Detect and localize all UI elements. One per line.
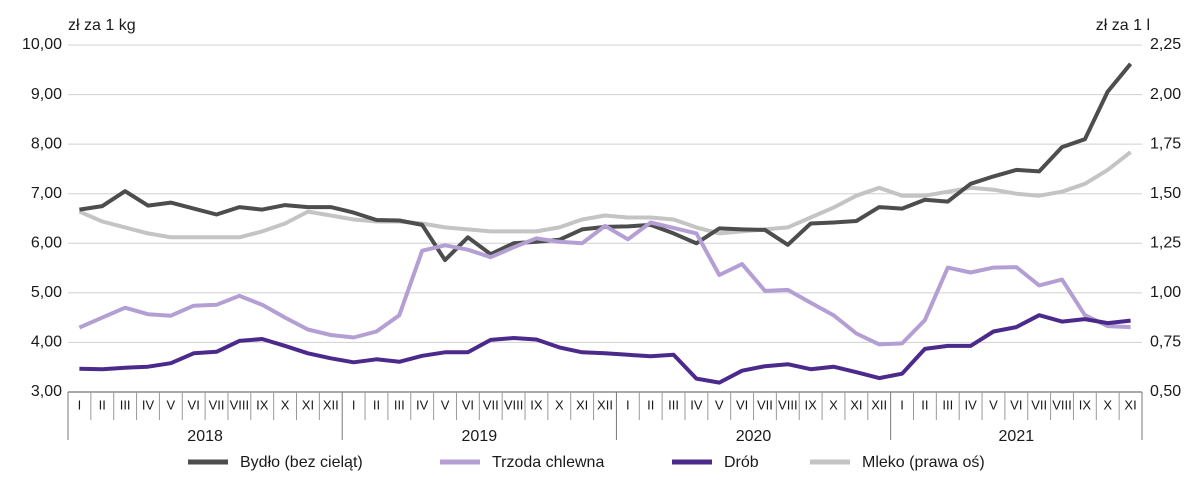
x-tick-label: XI [1124,397,1136,412]
x-tick-label: III [120,397,131,412]
x-tick-label: V [989,397,998,412]
y2-tick-label: 0,50 [1150,383,1181,400]
y-tick-label: 7,00 [31,185,62,202]
x-tick-label: IX [256,397,269,412]
series-line [79,313,1131,385]
legend-label: Trzoda chlewna [492,454,604,471]
y-tick-label: 4,00 [31,334,62,351]
y-tick-label: 6,00 [31,235,62,252]
legend-label: Mleko (prawa oś) [862,454,985,471]
series-line [78,150,1132,240]
y-tick-label: 8,00 [31,135,62,152]
x-tick-label: VIII [230,397,250,412]
x-tick-label: I [352,397,356,412]
y2-tick-label: 1,50 [1150,185,1181,202]
x-tick-label: I [900,397,904,412]
y-tick-label: 3,00 [31,383,62,400]
x-tick-label: III [942,397,953,412]
year-label: 2020 [736,428,772,445]
x-tick-label: XI [850,397,862,412]
x-tick-label: VII [483,397,499,412]
x-tick-label: VIII [504,397,524,412]
y2-tick-label: 2,25 [1150,36,1181,53]
x-tick-label: VIII [778,397,798,412]
x-tick-label: IV [416,397,429,412]
x-tick-label: V [715,397,724,412]
x-tick-label: IX [530,397,543,412]
x-tick-label: XI [576,397,588,412]
x-tick-label: VII [209,397,225,412]
x-tick-label: II [921,397,928,412]
x-tick-label: V [166,397,175,412]
y2-tick-label: 1,75 [1150,135,1181,152]
legend-label: Drób [724,454,759,471]
y2-tick-label: 1,25 [1150,235,1181,252]
x-tick-label: VIII [1052,397,1072,412]
year-label: 2019 [462,428,498,445]
x-tick-label: X [1103,397,1112,412]
y2-tick-label: 1,00 [1150,284,1181,301]
year-label: 2021 [999,428,1035,445]
x-tick-label: X [281,397,290,412]
y-tick-label: 10,00 [22,36,62,53]
y2-tick-label: 0,75 [1150,334,1181,351]
legend-label: Bydło (bez cieląt) [240,454,363,471]
x-tick-label: V [441,397,450,412]
x-tick-label: IX [1079,397,1092,412]
y2-axis-label: zł za 1 l [1096,17,1150,34]
x-tick-label: II [373,397,380,412]
x-tick-label: XII [597,397,613,412]
x-tick-label: III [668,397,679,412]
x-tick-label: VI [736,397,748,412]
y-tick-label: 5,00 [31,284,62,301]
x-tick-label: IV [964,397,977,412]
series-line [79,62,1133,263]
x-tick-label: VI [462,397,474,412]
x-tick-label: IV [690,397,703,412]
x-tick-label: VII [757,397,773,412]
year-label: 2018 [187,428,223,445]
y2-tick-label: 2,00 [1150,86,1181,103]
series-line [78,220,1131,347]
x-tick-label: IV [142,397,155,412]
x-tick-label: IX [805,397,818,412]
x-tick-label: XI [302,397,314,412]
x-tick-label: X [555,397,564,412]
x-tick-label: VI [188,397,200,412]
x-tick-label: VII [1031,397,1047,412]
x-tick-label: VI [1010,397,1022,412]
x-tick-label: III [394,397,405,412]
x-tick-label: XII [323,397,339,412]
x-tick-label: XII [871,397,887,412]
x-tick-label: II [647,397,654,412]
x-tick-label: II [99,397,106,412]
x-tick-label: X [829,397,838,412]
y-axis-label: zł za 1 kg [68,17,136,34]
y-tick-label: 9,00 [31,86,62,103]
x-tick-label: I [78,397,82,412]
x-tick-label: I [626,397,630,412]
